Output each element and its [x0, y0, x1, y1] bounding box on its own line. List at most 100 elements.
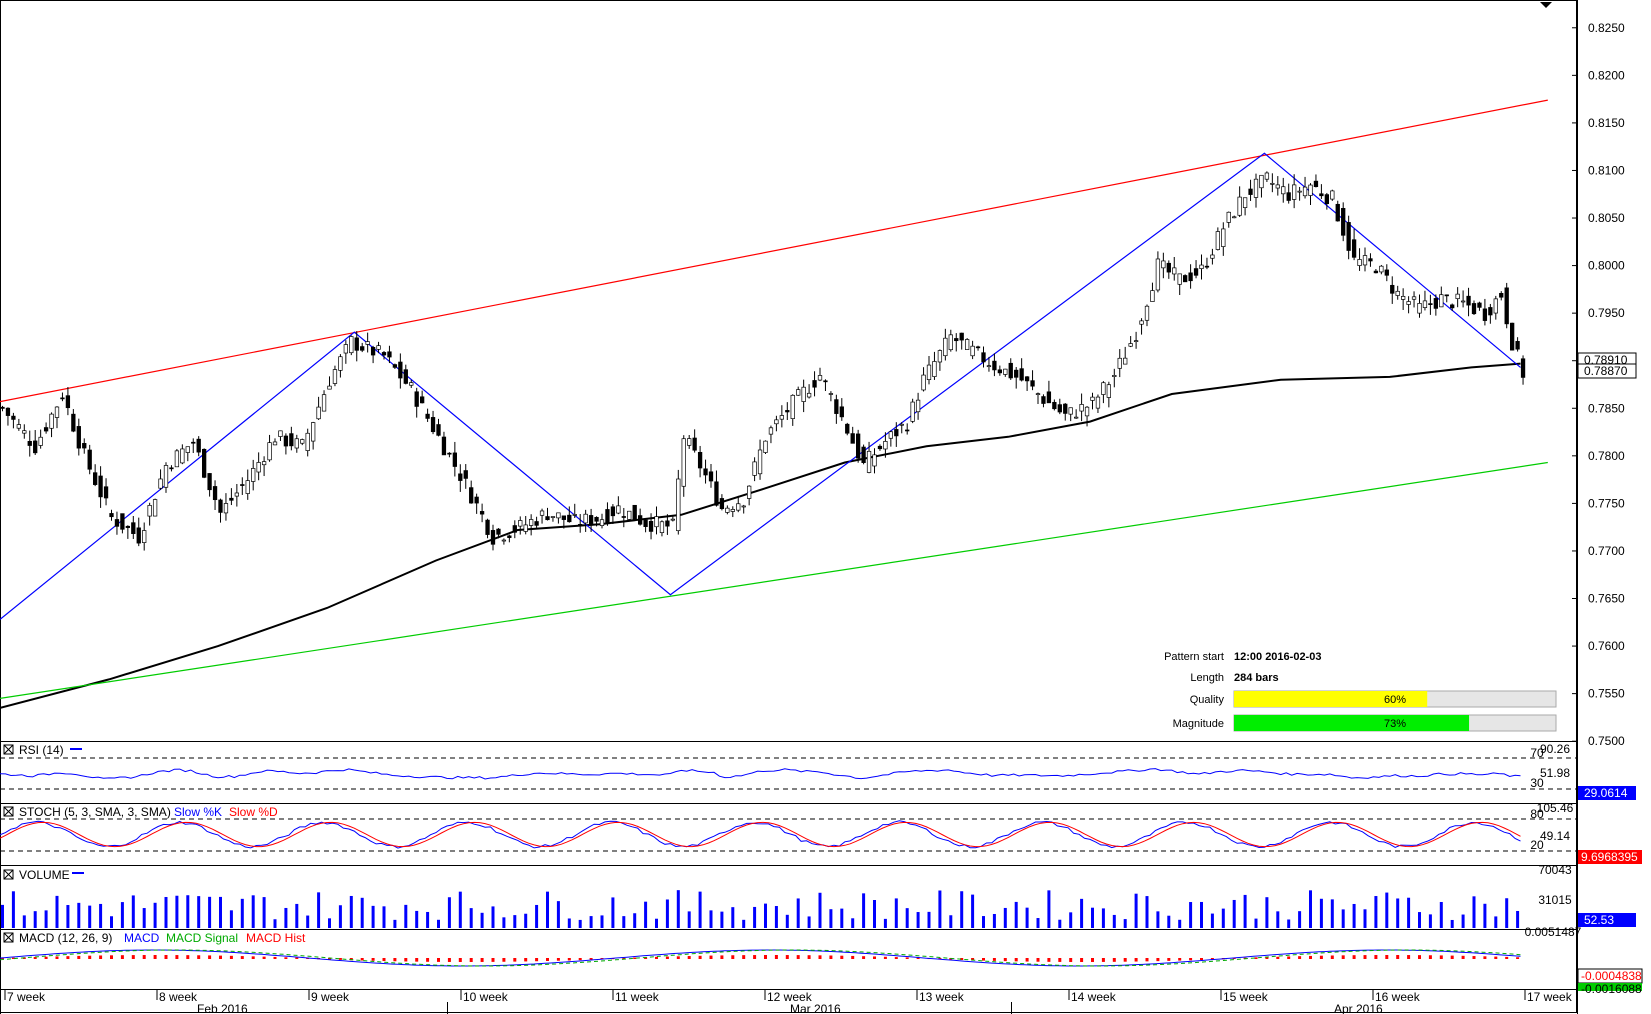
macd-hist-bar	[1, 958, 4, 959]
macd-hist-bar	[338, 958, 342, 960]
macd-hist-bar	[382, 958, 386, 962]
candle-body	[1030, 380, 1035, 387]
candle-body	[806, 392, 812, 398]
macd-hist-bar	[1276, 956, 1280, 959]
volume-bar	[1210, 913, 1214, 928]
macd-hist-bar	[1112, 958, 1116, 962]
candle-body	[1199, 264, 1204, 269]
candle-body	[82, 443, 87, 449]
candle-body	[38, 436, 43, 446]
volume-bar	[1265, 897, 1269, 928]
candle-body	[855, 433, 861, 459]
macd-hist-bar	[328, 958, 331, 960]
candle-body	[218, 499, 223, 513]
macd-hist-bar	[1385, 955, 1389, 959]
macd-hist-bar	[1494, 956, 1498, 959]
volume-bar	[785, 914, 789, 928]
volume-bar	[1450, 919, 1454, 928]
candle-body	[1188, 272, 1193, 282]
volume-bar	[371, 905, 375, 928]
rsi-close-icon[interactable]	[3, 744, 14, 755]
candle-body	[905, 429, 910, 432]
macd-hist-bar	[1080, 958, 1084, 962]
volume-bar	[491, 906, 495, 928]
candle-body	[556, 512, 561, 519]
week-label: 13 week	[919, 990, 965, 1004]
macd-hist-bar	[1418, 955, 1421, 959]
price-tick-label: 0.7500	[1588, 734, 1625, 748]
stoch-level-20: 20	[1530, 838, 1544, 852]
candle-body	[420, 396, 425, 404]
macd-hist-bar	[349, 958, 353, 961]
volume-bar	[960, 891, 964, 928]
candle-body	[1406, 301, 1411, 305]
candle-body	[605, 509, 610, 524]
volume-bar	[1243, 894, 1247, 928]
macd-hist-bar	[676, 956, 680, 959]
volume-bar	[131, 895, 135, 928]
macd-hist-bar	[273, 956, 277, 959]
volume-bar	[1385, 892, 1389, 928]
volume-bar	[1091, 907, 1094, 928]
macd-close-icon[interactable]	[3, 932, 14, 943]
macd-hist-bar	[655, 956, 658, 959]
corner-arrow-icon[interactable]	[1540, 2, 1552, 8]
candle-body	[267, 442, 272, 461]
volume-bar	[1418, 912, 1421, 928]
stoch-close-icon[interactable]	[3, 806, 14, 817]
macd-hist-bar	[567, 958, 571, 961]
stoch-axis-top: 105.46	[1537, 801, 1574, 815]
price-tick-label: 0.8050	[1588, 211, 1625, 225]
candle-body	[845, 423, 850, 434]
volume-bar	[611, 897, 615, 928]
candle-body	[910, 401, 915, 422]
candle-body	[1046, 391, 1052, 404]
candle-body	[954, 338, 959, 342]
candle-body	[757, 449, 763, 475]
macd-hist-bar	[796, 955, 800, 959]
candle-body	[185, 446, 190, 453]
candle-body	[1411, 296, 1417, 300]
macd-hist-bar	[1167, 958, 1171, 961]
rsi-axis-mid: 51.98	[1540, 766, 1570, 780]
candle-body	[714, 481, 719, 506]
volume-close-icon[interactable]	[3, 869, 14, 880]
candle-body	[659, 521, 665, 533]
volume-bar	[556, 901, 560, 928]
candle-body	[174, 450, 180, 468]
macd-hist-bar	[731, 955, 735, 959]
volume-bar	[349, 895, 353, 928]
price-axis: 0.8250 0.8200 0.8150 0.8100 0.8050 0.8000 0.79…	[1572, 21, 1625, 748]
candle-body	[223, 503, 229, 514]
stoch-value-badge	[1578, 850, 1642, 864]
stoch-k-label: Slow %K	[174, 805, 222, 819]
candle-body	[986, 365, 992, 368]
macd-hist-bar	[1352, 955, 1356, 959]
candle-body	[1390, 284, 1395, 294]
candle-body	[1439, 294, 1444, 308]
volume-bar	[1112, 914, 1116, 928]
upper-pattern-line	[0, 99, 1548, 403]
macd-hist-bar	[578, 958, 582, 961]
volume-bar	[622, 916, 626, 928]
volume-bar	[262, 897, 266, 928]
macd-hist-bar	[524, 958, 528, 962]
candle-body	[654, 516, 659, 528]
volume-bar	[665, 899, 669, 928]
candle-body	[561, 515, 566, 520]
candle-body	[545, 516, 550, 521]
candle-body	[583, 513, 588, 524]
macd-hist-bar	[1505, 956, 1509, 959]
candle-body	[1150, 290, 1155, 302]
volume-bar	[77, 902, 81, 928]
candle-body	[103, 486, 109, 499]
macd-hist-bar	[437, 958, 440, 962]
macd-hist-bar	[764, 955, 767, 959]
macd-hist-bar	[1145, 958, 1149, 962]
macd-hist-bar	[535, 958, 539, 962]
week-label: 15 week	[1223, 990, 1269, 1004]
volume-bar	[197, 896, 201, 928]
macd-hist-bar	[55, 956, 59, 959]
volume-bar	[1505, 898, 1509, 928]
macd-hist-bar	[99, 955, 103, 959]
